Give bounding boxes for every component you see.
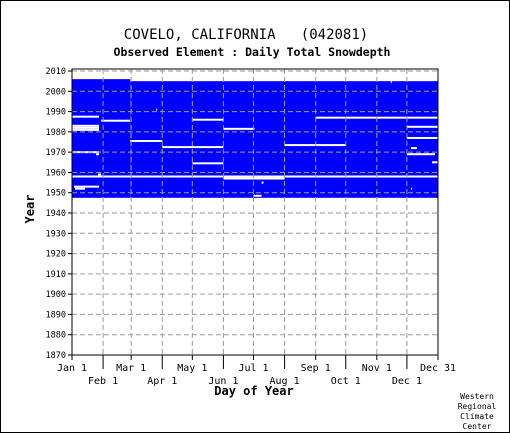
x-tick-label-jan-1: Jan 1 — [57, 363, 87, 374]
missing-segment-13 — [162, 146, 224, 149]
y-tick-label-1890: 1890 — [46, 310, 66, 320]
missing-segment-11 — [75, 187, 86, 190]
x-tick-label-oct-1: Oct 1 — [331, 376, 361, 387]
missing-segment-19 — [253, 194, 262, 197]
x-tick-label-aug-1: Aug 1 — [270, 376, 300, 387]
x-tick-label-dec-31: Dec 31 — [420, 363, 456, 374]
y-tick-label-1920: 1920 — [46, 250, 66, 260]
missing-segment-4 — [72, 126, 100, 129]
y-tick-label-1950: 1950 — [46, 189, 66, 199]
y-tick-label-2010: 2010 — [46, 67, 66, 77]
missing-segment-27 — [156, 108, 158, 111]
chart-subtitle: Observed Element : Daily Total Snowdepth — [114, 45, 391, 59]
y-tick-label-1910: 1910 — [46, 270, 66, 280]
y-tick-label-1870: 1870 — [46, 351, 66, 361]
y-tick-label-1980: 1980 — [46, 128, 66, 138]
footer-line-2: Regional — [458, 402, 497, 411]
missing-segment-25 — [410, 147, 417, 150]
missing-segment-28 — [410, 187, 412, 190]
x-axis-label: Day of Year — [214, 384, 293, 398]
missing-segment-7 — [96, 153, 100, 156]
y-tick-label-1930: 1930 — [46, 229, 66, 239]
y-tick-label-1960: 1960 — [46, 168, 66, 178]
x-tick-label-may-1: May 1 — [177, 363, 207, 374]
footer-line-4: Center — [463, 422, 492, 431]
missing-segment-5 — [72, 128, 100, 131]
missing-segment-22 — [406, 125, 438, 128]
missing-segment-1 — [72, 115, 100, 118]
missing-segment-3 — [72, 124, 100, 127]
missing-segment-9 — [98, 173, 102, 176]
missing-segment-15 — [192, 162, 224, 165]
plot-border — [71, 68, 439, 356]
y-tick-label-1970: 1970 — [46, 148, 66, 158]
x-tick-label-jul-1: Jul 1 — [238, 363, 268, 374]
missing-segment-24 — [406, 153, 435, 156]
y-axis-label: Year — [23, 195, 37, 224]
missing-segment-23 — [406, 136, 438, 139]
chart-title: COVELO, CALIFORNIA (042081) — [124, 27, 368, 43]
x-tick-label-apr-1: Apr 1 — [147, 376, 177, 387]
x-tick-label-jun-1: Jun 1 — [208, 376, 238, 387]
x-tick-label-dec-1: Dec 1 — [392, 376, 422, 387]
footer-line-3: Climate — [460, 412, 494, 421]
missing-segment-16 — [223, 127, 255, 130]
y-tick-label-1900: 1900 — [46, 290, 66, 300]
missing-segment-17 — [223, 177, 285, 180]
missing-segment-26 — [431, 161, 438, 164]
missing-segment-2 — [101, 119, 131, 122]
x-tick-label-nov-1: Nov 1 — [362, 363, 392, 374]
data-block-2 — [130, 81, 438, 198]
missing-segment-6 — [72, 151, 100, 154]
data-block-1 — [72, 79, 131, 198]
missing-segment-20 — [284, 144, 346, 147]
missing-segment-10 — [74, 185, 100, 188]
missing-segment-12 — [130, 140, 163, 143]
missing-segment-18 — [261, 181, 264, 184]
y-tick-label-1990: 1990 — [46, 108, 66, 118]
y-tick-label-1880: 1880 — [46, 331, 66, 341]
y-tick-label-1940: 1940 — [46, 209, 66, 219]
x-tick-label-sep-1: Sep 1 — [301, 363, 331, 374]
missing-segment-14 — [192, 118, 224, 121]
x-tick-label-mar-1: Mar 1 — [116, 363, 146, 374]
missing-segment-29 — [390, 81, 392, 84]
missing-segment-8 — [72, 175, 438, 178]
y-tick-label-2000: 2000 — [46, 87, 66, 97]
footer-line-1: Western — [460, 392, 494, 401]
x-tick-label-feb-1: Feb 1 — [88, 376, 118, 387]
